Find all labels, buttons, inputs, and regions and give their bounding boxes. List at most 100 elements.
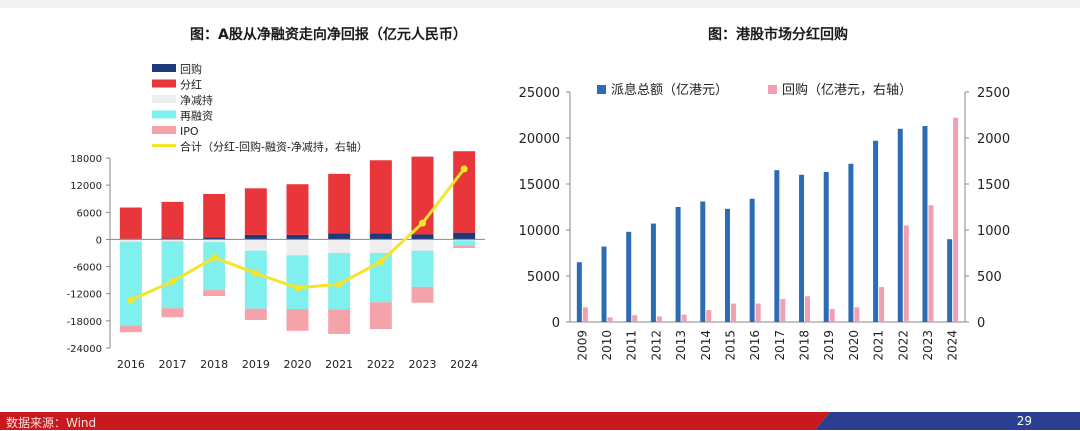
bar-refinancing bbox=[286, 255, 309, 310]
bar-dividend bbox=[774, 170, 780, 322]
bar-buyback bbox=[244, 234, 267, 240]
bar-buyback bbox=[632, 315, 638, 322]
bar-dividend bbox=[369, 160, 392, 234]
x-tick-label: 2021 bbox=[325, 358, 353, 371]
bar-net-reduction bbox=[369, 239, 392, 253]
bar-dividend bbox=[799, 174, 805, 322]
bar-buyback bbox=[953, 117, 959, 322]
x-tick-label: 2023 bbox=[409, 358, 437, 371]
y-tick-label: 12000 bbox=[70, 181, 102, 192]
y2-tick-label: 0 bbox=[977, 316, 985, 331]
legend-label: IPO bbox=[180, 125, 199, 138]
bar-ipo bbox=[328, 309, 351, 334]
a-share-chart-panel: 图：A股从净融资走向净回报（亿元人民币） 18000 12000 6000 0 -600… bbox=[0, 0, 540, 405]
y2-tick-label: 2500 bbox=[977, 86, 1010, 101]
bar-dividend bbox=[576, 262, 582, 322]
y-tick-label: -18000 bbox=[67, 317, 102, 328]
footer-red-band bbox=[0, 412, 830, 430]
bar-buyback bbox=[286, 234, 309, 240]
bar-buyback bbox=[854, 307, 860, 322]
bar-dividend bbox=[675, 207, 681, 322]
bar-net-reduction bbox=[328, 239, 351, 253]
bar-buyback bbox=[879, 287, 885, 322]
x-tick-label: 2018 bbox=[798, 330, 812, 361]
x-tick-label: 2014 bbox=[699, 330, 713, 361]
bar-net-reduction bbox=[244, 239, 267, 251]
x-tick-label: 2019 bbox=[822, 330, 836, 361]
x-tick-label: 2020 bbox=[847, 330, 861, 361]
bar-dividend bbox=[873, 140, 879, 322]
y-tick-label: 15000 bbox=[519, 178, 560, 193]
bar-buyback bbox=[780, 299, 786, 322]
total-line-point bbox=[127, 296, 135, 304]
y-tick-label: -24000 bbox=[67, 344, 102, 355]
bar-dividend bbox=[161, 201, 184, 239]
bar-buyback bbox=[706, 310, 712, 322]
x-tick-label: 2020 bbox=[284, 358, 312, 371]
bar-net-reduction bbox=[411, 239, 434, 251]
bar-ipo bbox=[286, 309, 309, 331]
x-tick-label: 2013 bbox=[674, 330, 688, 361]
total-line-point bbox=[210, 254, 218, 262]
bar-buyback bbox=[453, 232, 476, 240]
bar-dividend bbox=[897, 128, 903, 322]
x-tick-label: 2022 bbox=[896, 330, 910, 361]
bar-dividend bbox=[286, 184, 309, 235]
bar-buyback bbox=[203, 237, 226, 240]
bar-buyback bbox=[730, 303, 736, 322]
y-tick-label: 0 bbox=[96, 235, 102, 246]
bar-buyback bbox=[805, 296, 811, 322]
bar-refinancing bbox=[244, 250, 267, 309]
total-line-point bbox=[335, 280, 343, 288]
bar-dividend bbox=[700, 201, 706, 322]
y-tick-label: 10000 bbox=[519, 224, 560, 239]
a-share-chart: 18000 12000 6000 0 -6000 -12000 -18000 -24000 20… bbox=[67, 62, 485, 371]
y-tick-label: 0 bbox=[552, 316, 560, 331]
bar-refinancing bbox=[453, 240, 476, 246]
bar-net-reduction bbox=[286, 239, 309, 256]
bar-ipo bbox=[369, 302, 392, 329]
bar-buyback bbox=[582, 307, 588, 322]
y2-tick-label: 1500 bbox=[977, 178, 1010, 193]
x-tick-label: 2017 bbox=[159, 358, 187, 371]
bar-dividend bbox=[749, 198, 755, 322]
bar-ipo bbox=[203, 290, 226, 296]
bar-dividend bbox=[203, 193, 226, 238]
bar-buyback bbox=[411, 234, 434, 240]
bar-ipo bbox=[244, 308, 267, 320]
bar-buyback bbox=[928, 205, 934, 322]
total-line-point bbox=[169, 278, 176, 285]
bar-buyback bbox=[755, 303, 761, 322]
x-tick-label: 2018 bbox=[200, 358, 228, 371]
y-tick-label: 5000 bbox=[527, 270, 560, 285]
x-tick-label: 2024 bbox=[946, 330, 960, 361]
a-share-chart-title: 图：A股从净融资走向净回报（亿元人民币） bbox=[190, 27, 467, 43]
x-tick-label: 2019 bbox=[242, 358, 270, 371]
bar-net-reduction bbox=[119, 239, 142, 242]
bar-refinancing bbox=[161, 241, 184, 309]
y2-tick-label: 500 bbox=[977, 270, 1002, 285]
y-tick-label: -12000 bbox=[67, 290, 102, 301]
bar-dividend bbox=[626, 231, 632, 322]
legend-label: 回购 bbox=[180, 62, 202, 76]
x-tick-label: 2022 bbox=[367, 358, 395, 371]
bar-dividend bbox=[453, 151, 476, 233]
bar-dividend bbox=[823, 172, 829, 322]
legend-swatch bbox=[768, 85, 777, 94]
legend-swatch bbox=[152, 126, 176, 134]
footer-band bbox=[0, 412, 1080, 430]
bar-buyback bbox=[903, 225, 909, 322]
footer-blue-band bbox=[815, 412, 1080, 430]
x-tick-label: 2024 bbox=[450, 358, 478, 371]
legend-swatch bbox=[152, 95, 176, 103]
x-tick-label: 2016 bbox=[117, 358, 145, 371]
bar-refinancing bbox=[119, 241, 142, 326]
legend-label: 再融资 bbox=[180, 110, 213, 123]
x-tick-label: 2023 bbox=[921, 330, 935, 361]
bar-dividend bbox=[650, 223, 656, 322]
hk-chart-title: 图：港股市场分红回购 bbox=[708, 27, 848, 43]
legend-label: 合计（分红-回购-融资-净减持，右轴） bbox=[180, 140, 368, 154]
hk-chart-panel: 图：港股市场分红回购 0 5000 10000 15000 20000 25000 0 500… bbox=[500, 0, 1080, 405]
legend-swatch bbox=[152, 64, 176, 72]
bar-buyback bbox=[829, 309, 835, 322]
